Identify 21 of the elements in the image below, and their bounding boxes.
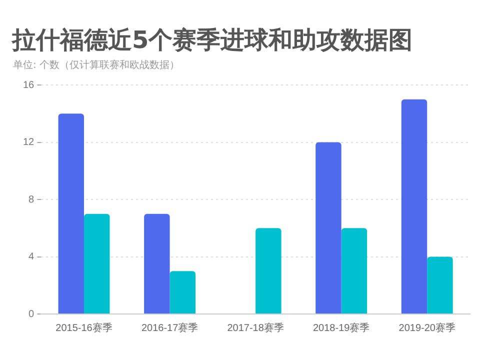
y-tick-label: 8: [28, 194, 35, 206]
x-tick-label: 2019-20赛季: [398, 322, 456, 334]
bar: [427, 256, 453, 314]
bar: [316, 142, 342, 314]
bar: [341, 228, 368, 314]
chart-subtitle: 单位: 个数（仅计算联赛和欧战数据）: [13, 58, 180, 72]
x-tick-label: 2018-19赛季: [312, 322, 370, 334]
bar: [144, 214, 170, 314]
bar: [256, 228, 282, 314]
bar: [170, 271, 196, 314]
bar: [58, 114, 84, 314]
y-tick-label: 12: [23, 137, 35, 148]
y-tick-label: 4: [28, 252, 35, 262]
bar: [84, 214, 110, 314]
y-tick-label: 0: [28, 308, 35, 320]
chart-title: 拉什福德近5个赛季进球和助攻数据图: [12, 25, 413, 56]
x-tick-label: 2017-18赛季: [227, 322, 284, 334]
bar: [401, 99, 428, 314]
x-tick-label: 2015-16赛季: [56, 322, 112, 334]
y-tick-label: 16: [23, 80, 35, 91]
x-tick-label: 2016-17赛季: [141, 322, 198, 334]
